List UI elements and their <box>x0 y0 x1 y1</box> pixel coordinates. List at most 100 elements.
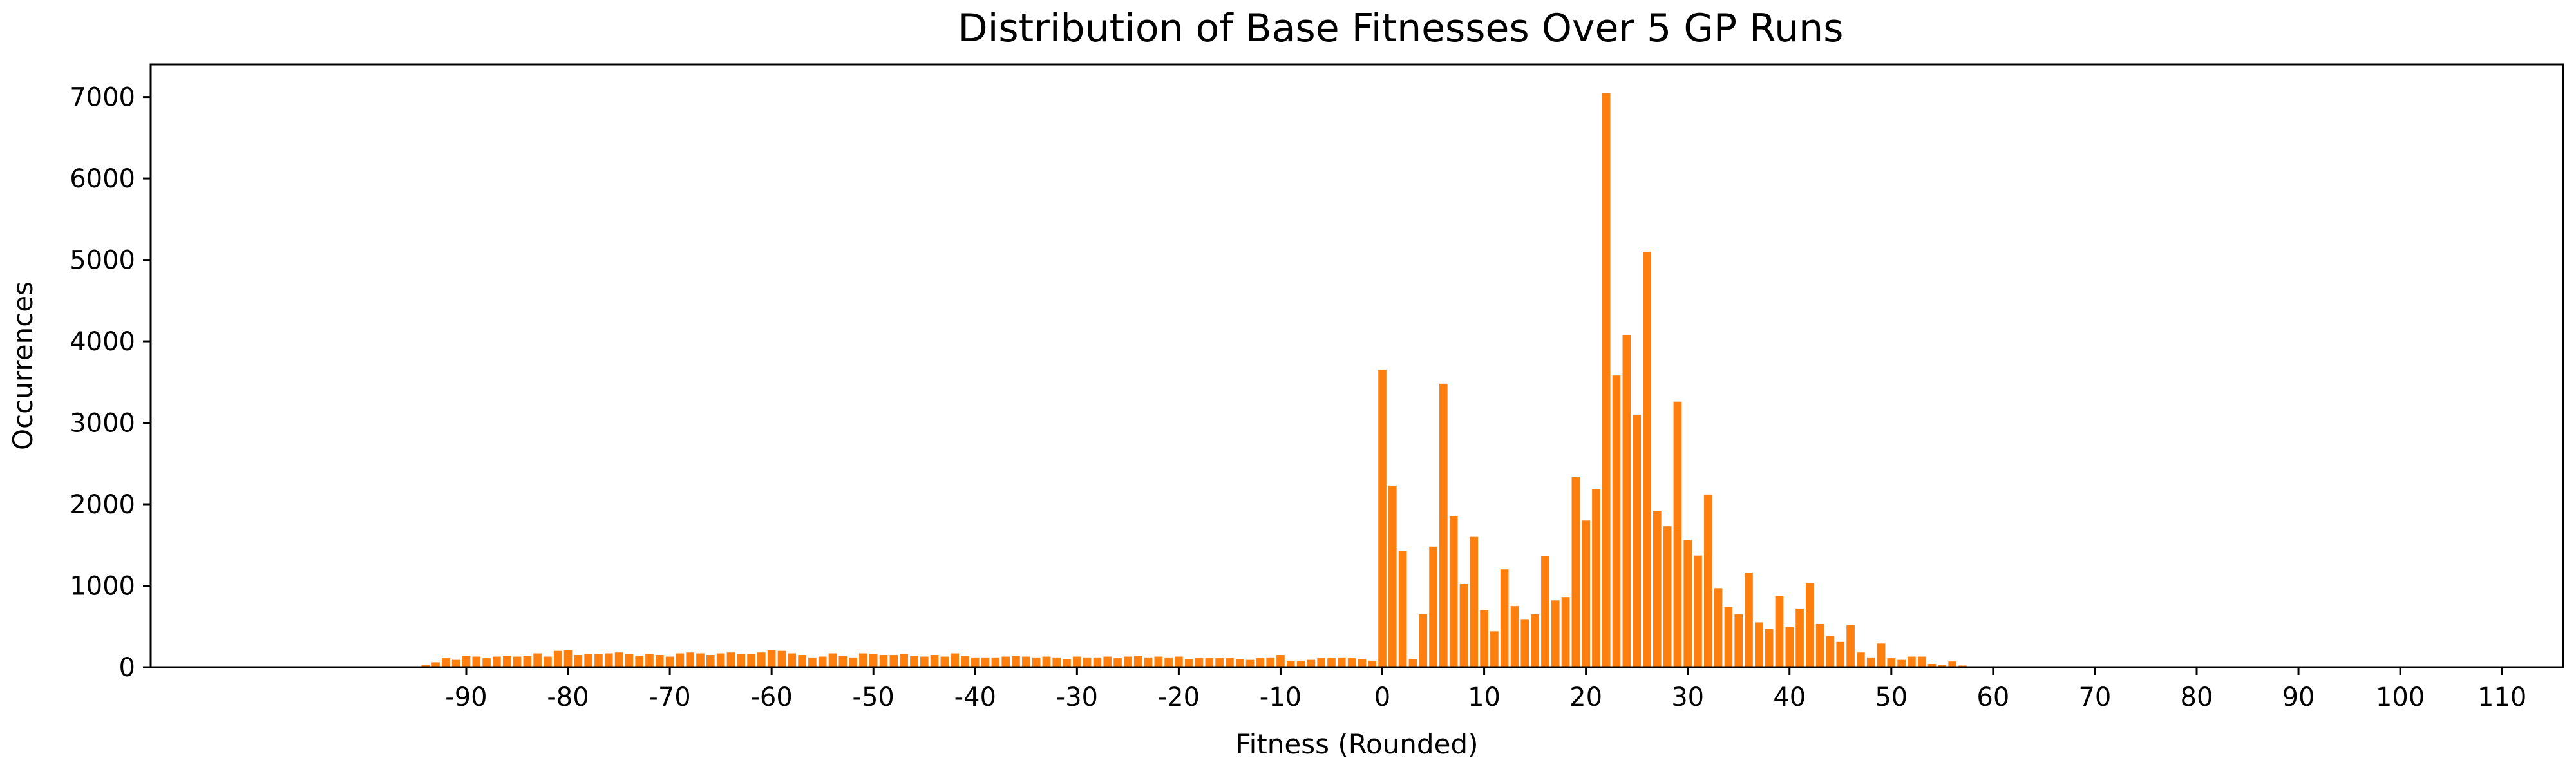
bar <box>1938 665 1947 667</box>
bar <box>1001 656 1010 667</box>
bar <box>1917 656 1926 667</box>
bar <box>1459 583 1468 667</box>
bar <box>1673 401 1682 667</box>
x-tick-label: -60 <box>750 683 792 712</box>
bar <box>1419 614 1428 667</box>
y-tick-label: 3000 <box>70 409 135 439</box>
bar <box>1755 622 1763 667</box>
bar <box>1429 546 1437 667</box>
bar <box>1765 629 1774 667</box>
bar <box>1908 656 1916 667</box>
bar <box>1795 608 1804 667</box>
bar <box>1327 658 1336 667</box>
bar <box>1775 596 1784 667</box>
bar <box>1235 659 1244 667</box>
bar <box>869 654 878 667</box>
bar <box>940 656 949 667</box>
bar <box>757 652 766 667</box>
x-tick-label: 50 <box>1875 683 1908 712</box>
bar <box>1195 658 1204 667</box>
bar <box>1378 370 1387 667</box>
bar <box>1093 657 1102 667</box>
bar <box>1633 414 1641 667</box>
bar <box>584 654 592 667</box>
bar <box>472 656 481 667</box>
bar <box>1694 555 1702 667</box>
x-tick-label: 110 <box>2477 683 2526 712</box>
bar <box>1734 614 1743 667</box>
bar <box>1296 660 1305 667</box>
bar <box>1927 663 1937 667</box>
x-tick-label: 0 <box>1374 683 1390 712</box>
bar <box>1683 540 1692 667</box>
x-tick-label: 90 <box>2282 683 2315 712</box>
x-tick-label: 70 <box>2078 683 2111 712</box>
bar <box>645 654 654 667</box>
bar <box>920 656 929 667</box>
bar <box>1582 520 1590 667</box>
bar <box>533 653 542 667</box>
bar <box>696 653 705 667</box>
x-axis-ticks: -90 -80 -70 -60 -50 -40 -30 -20 -10 0 10 20 30 40 50 60… <box>445 667 2526 712</box>
x-tick-label: 30 <box>1671 683 1704 712</box>
bar <box>1449 516 1458 667</box>
bar <box>1133 656 1142 667</box>
bar <box>553 650 562 667</box>
bar <box>1785 627 1794 667</box>
bar <box>1571 477 1580 667</box>
bar <box>1226 658 1234 667</box>
x-tick-label: -40 <box>954 683 996 712</box>
bar <box>1887 658 1896 667</box>
bar <box>1653 511 1662 667</box>
bar <box>838 656 848 667</box>
bar <box>767 650 776 667</box>
y-tick-label: 4000 <box>70 327 135 357</box>
bar <box>1551 600 1560 667</box>
bar <box>849 657 857 667</box>
bar <box>706 655 715 667</box>
bar <box>1612 375 1621 667</box>
bar <box>818 656 827 667</box>
bar <box>1897 659 1906 667</box>
bar <box>1368 660 1377 667</box>
bar <box>828 653 837 667</box>
x-tick-label: 100 <box>2376 683 2425 712</box>
bar <box>1073 656 1081 667</box>
y-axis-label: Occurrences <box>7 281 39 450</box>
bar <box>930 655 939 667</box>
bar <box>1846 625 1855 667</box>
y-tick-label: 5000 <box>70 246 135 276</box>
bar <box>1021 656 1030 667</box>
bar <box>1266 657 1274 667</box>
plot-frame <box>149 63 2564 668</box>
bar <box>1866 657 1875 667</box>
bar <box>1510 606 1519 667</box>
bar <box>451 659 460 667</box>
bar <box>686 652 695 667</box>
bar <box>1276 655 1285 667</box>
bar <box>1663 526 1672 667</box>
bar <box>421 665 430 667</box>
bar <box>676 653 685 667</box>
bar <box>1622 334 1631 667</box>
chart-title: Distribution of Base Fitnesses Over 5 GP… <box>958 6 1844 51</box>
bar <box>991 657 1000 667</box>
bar <box>502 656 511 667</box>
bar <box>1531 614 1539 667</box>
bar <box>1063 659 1071 667</box>
bar <box>961 656 969 667</box>
bar <box>716 653 725 667</box>
bar <box>1500 569 1509 667</box>
bar <box>1836 641 1845 667</box>
x-tick-label: -80 <box>547 683 589 712</box>
bar <box>1347 658 1356 667</box>
bar <box>614 652 623 667</box>
bar <box>1602 93 1611 667</box>
bar <box>1541 556 1549 667</box>
bar <box>981 657 990 667</box>
bar <box>910 656 918 667</box>
bar <box>1184 659 1193 667</box>
bar <box>1408 659 1417 667</box>
